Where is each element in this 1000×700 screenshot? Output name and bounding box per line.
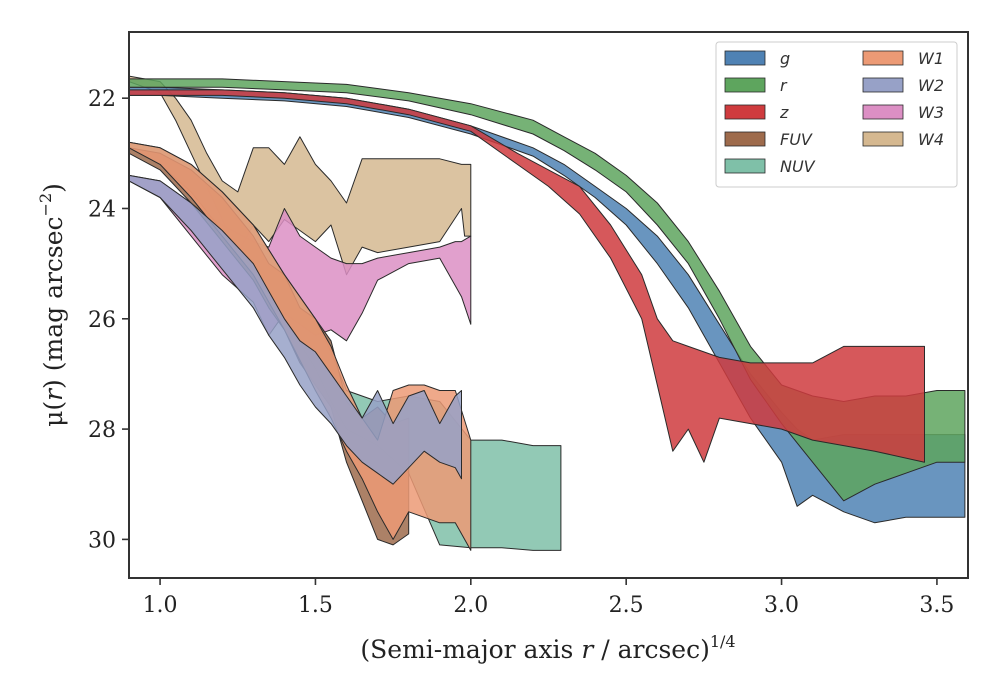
legend-label-g: g xyxy=(780,49,790,68)
x-tick-label: 2.0 xyxy=(453,593,488,618)
legend-swatch-w2 xyxy=(862,77,904,93)
legend-label-w2: W2 xyxy=(918,76,944,95)
legend-label-nuv: NUV xyxy=(780,157,816,176)
legend-swatch-fuv xyxy=(724,131,766,147)
legend-label-r: r xyxy=(780,76,788,95)
x-tick-label: 2.5 xyxy=(609,593,644,618)
y-axis-label: μ(r) (mag arcsec−2) xyxy=(36,183,68,427)
x-axis-label: (Semi-major axis r / arcsec)1/4 xyxy=(360,632,735,664)
band-r xyxy=(128,78,966,502)
x-tick-label: 1.5 xyxy=(298,593,333,618)
legend-label-w1: W1 xyxy=(918,49,944,68)
legend-swatch-r xyxy=(724,77,766,93)
legend-swatch-w1 xyxy=(862,50,904,66)
legend-label-w4: W4 xyxy=(918,130,944,149)
legend-swatch-nuv xyxy=(724,158,766,174)
y-axis: 22 24 26 28 30 xyxy=(88,87,129,553)
plot-frame xyxy=(128,31,969,579)
x-tick-label: 3.5 xyxy=(919,593,954,618)
series-bands xyxy=(128,75,966,551)
y-tick-label: 30 xyxy=(88,528,116,553)
legend-swatch-g xyxy=(724,50,766,66)
legend-label-fuv: FUV xyxy=(780,130,813,149)
x-axis: 1.0 1.5 2.0 2.5 3.0 3.5 xyxy=(143,578,954,618)
x-tick-label: 1.0 xyxy=(143,593,178,618)
legend-label-z: z xyxy=(779,103,789,122)
band-w2 xyxy=(128,174,462,485)
band-z xyxy=(128,89,925,463)
y-tick-label: 26 xyxy=(88,308,116,333)
y-tick-label: 22 xyxy=(88,87,116,112)
legend-swatch-w4 xyxy=(862,131,904,147)
y-tick-label: 28 xyxy=(88,418,116,443)
legend-swatch-w3 xyxy=(862,104,904,120)
legend-swatch-z xyxy=(724,104,766,120)
x-tick-label: 3.0 xyxy=(764,593,799,618)
y-tick-label: 24 xyxy=(88,197,116,222)
legend-label-w3: W3 xyxy=(918,103,944,122)
legend: grz FUV NUV W1 W2 W3 W4 xyxy=(715,41,958,188)
